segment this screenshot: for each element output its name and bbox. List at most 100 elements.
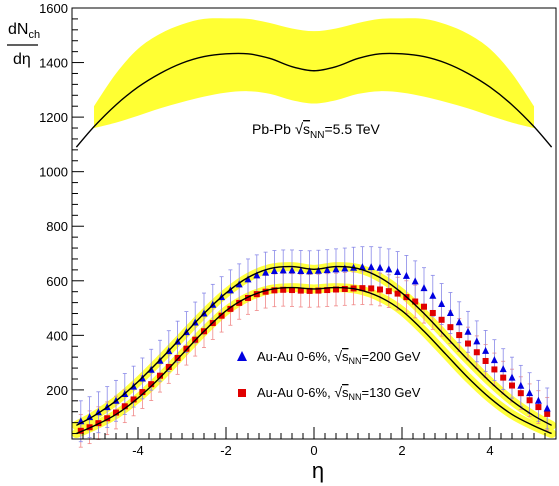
legend-entry-au130: Au-Au 0-6%, √sNN=130 GeV xyxy=(238,384,421,402)
au130-data-point xyxy=(324,287,331,294)
legend-marker-triangle xyxy=(237,351,247,361)
au130-data-point xyxy=(517,390,524,397)
y-axis-title-denominator: dη xyxy=(13,51,31,68)
au200-data-point xyxy=(499,365,507,373)
au200-data-point xyxy=(270,266,278,274)
au130-data-point xyxy=(227,305,234,312)
au200-data-point xyxy=(376,263,384,271)
pbpb-annotation-text: Pb-Pb √sNN=5.5 TeV xyxy=(252,121,381,141)
legend-entry-au200: Au-Au 0-6%, √sNN=200 GeV xyxy=(237,348,421,366)
au130-data-point xyxy=(165,363,172,370)
au130-data-point xyxy=(473,349,480,356)
au200-data-point xyxy=(508,373,516,381)
au200-data-point xyxy=(482,346,490,354)
au200-data-point xyxy=(358,263,366,271)
x-tick-label: -2 xyxy=(220,443,232,458)
au130-data-point xyxy=(157,372,163,379)
au130-data-point xyxy=(359,285,366,292)
au200-data-point xyxy=(394,268,402,276)
pbpb-annotation: Pb-Pb √sNN=5.5 TeV xyxy=(252,121,381,141)
au200-data-point xyxy=(526,389,534,397)
au130-data-point xyxy=(341,285,348,292)
y-axis-title: dNch dη xyxy=(7,21,40,68)
legend-label-au200: Au-Au 0-6%, √sNN=200 GeV xyxy=(257,348,421,366)
au200-data-point xyxy=(288,266,296,274)
au130-data-point xyxy=(421,303,427,310)
au200-data-point xyxy=(420,284,428,292)
y-tick-label: 600 xyxy=(46,274,68,289)
au130-data-point xyxy=(236,299,243,306)
au200-data-point xyxy=(429,291,437,299)
x-axis-title: η xyxy=(312,458,324,483)
au200-data-point xyxy=(244,275,252,283)
au130-data-point xyxy=(535,404,542,411)
au130-data-point xyxy=(113,409,119,416)
au200-data-point xyxy=(464,327,472,335)
au200-data-point xyxy=(323,266,331,274)
y-tick-label: 1600 xyxy=(39,1,68,16)
au130-data-point xyxy=(509,382,515,389)
au130-data-point xyxy=(500,374,507,381)
x-tick-label: 4 xyxy=(486,443,493,458)
y-tick-label: 200 xyxy=(46,383,68,398)
au200-data-point xyxy=(332,265,340,273)
au200-data-point xyxy=(473,337,481,345)
au130-data-point xyxy=(245,294,251,301)
au130-data-point xyxy=(368,285,375,292)
au130-data-point xyxy=(385,288,392,295)
au130-data-point xyxy=(544,410,551,417)
au130-data-point xyxy=(438,316,445,323)
au200-data-point xyxy=(367,263,375,271)
au130-fit-curve xyxy=(76,286,552,435)
y-tick-label: 800 xyxy=(46,219,68,234)
legend: Au-Au 0-6%, √sNN=200 GeV Au-Au 0-6%, √sN… xyxy=(237,348,421,402)
au200-data-point xyxy=(438,299,446,307)
au130-data-point xyxy=(465,340,471,347)
au200-data-point xyxy=(534,396,542,404)
au200-data-point xyxy=(341,264,349,272)
au200-data-point xyxy=(314,266,322,274)
pbpb-uncertainty-band xyxy=(94,18,534,129)
legend-marker-square xyxy=(238,389,246,397)
y-tick-label: 400 xyxy=(46,328,68,343)
y-tick-label: 1000 xyxy=(39,165,68,180)
legend-label-au130: Au-Au 0-6%, √sNN=130 GeV xyxy=(257,384,421,402)
au200-data-point xyxy=(517,381,525,389)
y-tick-label: 1200 xyxy=(39,110,68,125)
au130-data-point xyxy=(491,366,498,373)
au130-data-point xyxy=(77,427,84,434)
au130-data-point xyxy=(447,324,454,331)
au130-data-point xyxy=(148,381,155,388)
x-axis-ticks: -4 -2 0 2 4 xyxy=(71,427,557,458)
au130-data-point xyxy=(333,286,339,293)
au130-data-point xyxy=(297,287,304,294)
pbpb-band-layer xyxy=(94,18,534,129)
au130-data-point xyxy=(412,298,419,305)
au200-fit-curve xyxy=(76,265,552,426)
au130-data-point xyxy=(394,290,401,297)
y-axis-ticks: 200 400 600 800 1000 1200 1400 1600 xyxy=(39,1,84,435)
au200-data-point xyxy=(411,277,419,285)
au130-data-point xyxy=(262,288,269,295)
au200-data-point xyxy=(279,266,287,274)
au130-data-point xyxy=(130,396,137,403)
au200-data-point xyxy=(490,356,498,364)
au200-data-point xyxy=(253,271,261,279)
au200-data-point xyxy=(297,266,305,274)
au130-data-point xyxy=(377,286,383,293)
au200-data-point xyxy=(446,308,454,316)
au130-data-point xyxy=(139,389,146,396)
au130-data-point xyxy=(121,403,128,410)
au200-data-point xyxy=(455,318,463,326)
au130-data-point xyxy=(183,345,190,352)
au200-data-point xyxy=(402,271,410,279)
y-axis-title-numerator: dNch xyxy=(8,21,40,41)
au130-data-point xyxy=(289,287,295,294)
au130-data-point xyxy=(306,287,313,294)
au200-data-point xyxy=(306,267,314,275)
curve-layer xyxy=(75,52,553,148)
point-layer xyxy=(76,263,552,435)
x-tick-label: -4 xyxy=(132,443,144,458)
au200-data-point xyxy=(262,268,270,276)
x-tick-label: 2 xyxy=(398,443,405,458)
